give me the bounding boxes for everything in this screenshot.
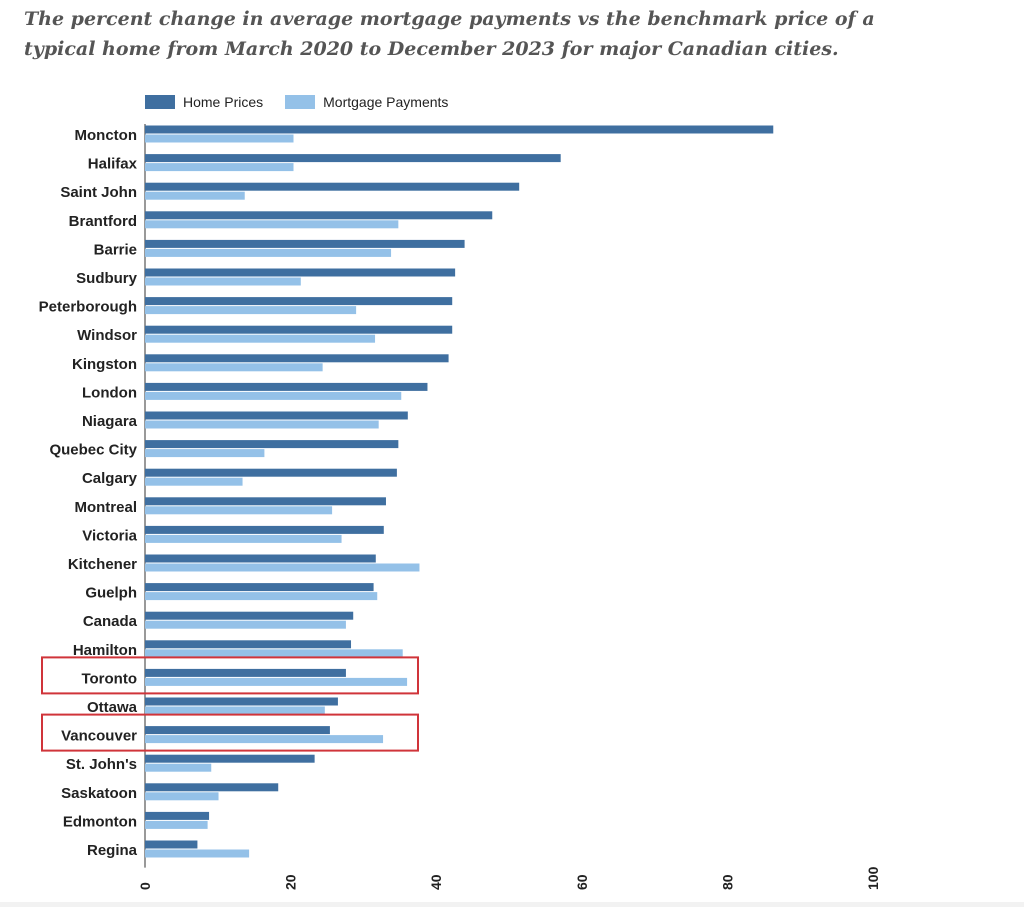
bar-mortgage-payments — [145, 534, 342, 543]
bar-home-prices — [145, 640, 352, 649]
bar-mortgage-payments — [145, 849, 250, 858]
category-label: Brantford — [69, 213, 137, 230]
bar-home-prices — [145, 382, 428, 391]
bar-mortgage-payments — [145, 820, 208, 829]
bar-home-prices — [145, 440, 399, 449]
bar-home-prices — [145, 583, 374, 592]
x-tick-label: 80 — [719, 874, 735, 890]
highlight-box — [41, 656, 419, 695]
category-label: Regina — [87, 842, 138, 859]
bar-home-prices — [145, 211, 493, 220]
category-label: Halifax — [88, 156, 138, 173]
category-label: Sudbury — [76, 270, 137, 287]
bar-home-prices — [145, 468, 397, 477]
bar-mortgage-payments — [145, 735, 384, 744]
bar-home-prices — [145, 754, 315, 763]
bar-mortgage-payments — [145, 306, 357, 315]
category-label: Peterborough — [39, 299, 137, 316]
bar-mortgage-payments — [145, 220, 399, 229]
category-label: Saskatoon — [61, 785, 137, 802]
bar-mortgage-payments — [145, 763, 212, 772]
category-label: Barrie — [94, 241, 137, 258]
bar-mortgage-payments — [145, 420, 379, 429]
bar-home-prices — [145, 697, 338, 706]
category-label: St. John's — [66, 756, 137, 773]
x-tick-label: 40 — [428, 874, 444, 890]
bar-home-prices — [145, 154, 561, 163]
category-label: Kingston — [72, 356, 137, 373]
bar-mortgage-payments — [145, 677, 408, 686]
bar-mortgage-payments — [145, 191, 245, 200]
category-label: Windsor — [77, 327, 137, 344]
legend-home-prices: Home Prices — [145, 94, 263, 110]
legend-label: Home Prices — [183, 94, 264, 110]
category-label: Toronto — [81, 670, 137, 687]
bar-home-prices — [145, 811, 210, 820]
bar-mortgage-payments — [145, 477, 243, 486]
category-label: Guelph — [85, 585, 137, 602]
category-label: Saint John — [60, 184, 137, 201]
category-label: Victoria — [82, 527, 137, 544]
bar-home-prices — [145, 726, 330, 735]
bar-home-prices — [145, 239, 465, 248]
legend: Home Prices Mortgage Payments — [145, 94, 448, 110]
legend-swatch — [145, 95, 175, 109]
category-label: Hamilton — [73, 642, 137, 659]
bar-mortgage-payments — [145, 163, 294, 172]
category-label: Niagara — [82, 413, 138, 430]
bar-home-prices — [145, 325, 453, 334]
bar-home-prices — [145, 611, 354, 620]
x-tick-label: 20 — [283, 874, 299, 890]
bar-mortgage-payments — [145, 620, 346, 629]
bar-mortgage-payments — [145, 334, 376, 343]
category-label: London — [82, 384, 137, 401]
bar-mortgage-payments — [145, 277, 301, 286]
bar-mortgage-payments — [145, 563, 420, 572]
category-label: Kitchener — [68, 556, 137, 573]
bar-home-prices — [145, 783, 279, 792]
bar-home-prices — [145, 411, 408, 420]
legend-mortgage-payments: Mortgage Payments — [285, 94, 448, 110]
category-label: Moncton — [75, 127, 137, 144]
bar-home-prices — [145, 497, 386, 506]
x-tick-label: 0 — [137, 882, 153, 890]
bar-home-prices — [145, 354, 449, 363]
bar-mortgage-payments — [145, 649, 403, 658]
bar-home-prices — [145, 297, 453, 306]
category-label: Vancouver — [61, 728, 137, 745]
bar-home-prices — [145, 125, 774, 134]
bar-mortgage-payments — [145, 391, 402, 400]
page-bottom-edge — [0, 902, 1024, 907]
category-label: Canada — [83, 613, 138, 630]
bar-home-prices — [145, 182, 520, 191]
bar-mortgage-payments — [145, 363, 323, 372]
category-label: Edmonton — [63, 813, 137, 830]
bar-home-prices — [145, 840, 198, 849]
bar-mortgage-payments — [145, 592, 378, 601]
bar-mortgage-payments — [145, 706, 325, 715]
bar-mortgage-payments — [145, 506, 333, 515]
bar-home-prices — [145, 268, 456, 277]
category-label: Calgary — [82, 470, 138, 487]
chart-subtitle: The percent change in average mortgage p… — [24, 8, 875, 60]
bar-mortgage-payments — [145, 134, 294, 143]
bar-home-prices — [145, 525, 384, 534]
bar-mortgage-payments — [145, 248, 392, 257]
category-label: Ottawa — [87, 699, 138, 716]
bar-home-prices — [145, 668, 346, 677]
bar-mortgage-payments — [145, 792, 219, 801]
legend-swatch — [285, 95, 316, 109]
category-label: Montreal — [74, 499, 137, 516]
x-tick-label: 100 — [865, 866, 881, 890]
legend-label: Mortgage Payments — [323, 94, 449, 110]
x-tick-label: 60 — [574, 874, 590, 890]
highlight-box — [41, 713, 419, 752]
category-label: Quebec City — [49, 442, 137, 459]
bar-home-prices — [145, 554, 376, 563]
bar-mortgage-payments — [145, 449, 265, 458]
